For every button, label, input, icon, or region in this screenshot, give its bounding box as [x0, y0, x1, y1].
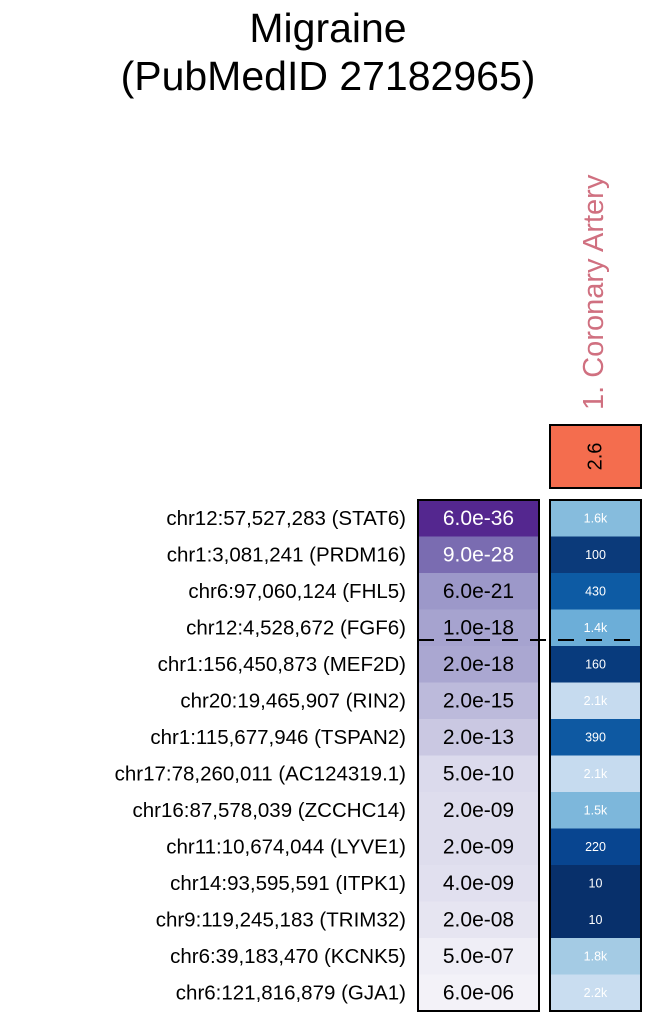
tissue-cell-label: 2.1k: [584, 694, 608, 708]
row-label: chr16:87,578,039 (ZCCHC14): [133, 799, 406, 822]
tissue-cell-label: 1.5k: [584, 803, 608, 817]
pvalue-label: 5.0e-10: [443, 762, 514, 785]
row-label: chr12:4,528,672 (FGF6): [186, 616, 406, 639]
pvalue-cell: [418, 682, 539, 719]
tissue-cell-label: 390: [585, 730, 606, 744]
tissue-cell: [550, 682, 641, 719]
tissue-cell: [550, 646, 641, 683]
pvalue-cell: [418, 792, 539, 829]
pvalue-label: 9.0e-28: [443, 543, 514, 566]
title-line-1: Migraine: [249, 5, 407, 51]
column-header-box: [549, 424, 642, 489]
tissue-cell-label: 430: [585, 584, 606, 598]
pvalue-cell: [418, 719, 539, 756]
row-label: chr17:78,260,011 (AC124319.1): [115, 762, 406, 785]
pvalue-label: 2.0e-13: [443, 726, 514, 749]
column-header-value: 2.6: [585, 443, 607, 471]
pvalue-cell: [418, 500, 539, 537]
pvalue-label: 5.0e-07: [443, 945, 514, 968]
pvalue-label: 2.0e-15: [443, 689, 514, 712]
pvalue-label: 6.0e-06: [443, 981, 514, 1004]
pvalue-label: 2.0e-09: [443, 835, 514, 858]
row-label: chr1:3,081,241 (PRDM16): [167, 543, 406, 566]
row-label: chr9:119,245,183 (TRIM32): [156, 908, 406, 931]
tissue-cell: [550, 865, 641, 902]
row-label: chr12:57,527,283 (STAT6): [166, 507, 406, 530]
row-label: chr20:19,465,907 (RIN2): [180, 689, 406, 712]
pvalue-cell: [418, 828, 539, 865]
row-label: chr1:115,677,946 (TSPAN2): [150, 726, 406, 749]
pvalue-label: 1.0e-18: [443, 616, 514, 639]
column-label: 1. Coronary Artery: [578, 174, 610, 410]
tissue-cell: [550, 719, 641, 756]
tissue-cell-label: 10: [589, 913, 603, 927]
tissue-cell-label: 10: [589, 876, 603, 890]
pvalue-cell: [418, 536, 539, 573]
pvalue-label: 4.0e-09: [443, 872, 514, 895]
tissue-cell: [550, 536, 641, 573]
tissue-column-border: [549, 499, 642, 1012]
pvalue-label: 2.0e-09: [443, 799, 514, 822]
row-label: chr6:39,183,470 (KCNK5): [170, 945, 406, 968]
tissue-cell: [550, 828, 641, 865]
tissue-cell: [550, 755, 641, 792]
tissue-cell-label: 2.1k: [584, 767, 608, 781]
pvalue-label: 2.0e-08: [443, 908, 514, 931]
tissue-cell-label: 1.4k: [584, 621, 608, 635]
pvalue-cell: [418, 573, 539, 610]
tissue-cell: [550, 974, 641, 1011]
tissue-cell-label: 160: [585, 657, 606, 671]
row-label: chr11:10,674,044 (LYVE1): [166, 835, 406, 858]
tissue-cell: [550, 500, 641, 537]
pvalue-cell: [418, 865, 539, 902]
pvalue-label: 2.0e-18: [443, 653, 514, 676]
tissue-cell: [550, 573, 641, 610]
tissue-cell: [550, 901, 641, 938]
tissue-cell-label: 1.6k: [584, 511, 608, 525]
pvalue-cell: [418, 646, 539, 683]
pvalue-cell: [418, 974, 539, 1011]
pvalue-label: 6.0e-21: [443, 580, 514, 603]
pvalue-label: 6.0e-36: [443, 507, 514, 530]
row-label: chr6:121,816,879 (GJA1): [176, 981, 406, 1004]
row-label: chr1:156,450,873 (MEF2D): [158, 653, 406, 676]
tissue-cell-label: 100: [585, 548, 606, 562]
tissue-cell: [550, 792, 641, 829]
pvalue-column-border: [417, 499, 540, 1012]
tissue-cell-label: 220: [585, 840, 606, 854]
row-label: chr14:93,595,591 (ITPK1): [170, 872, 406, 895]
pvalue-cell: [418, 938, 539, 975]
chart-title: Migraine (PubMedID 27182965): [0, 4, 656, 100]
row-label: chr6:97,060,124 (FHL5): [188, 580, 406, 603]
title-line-2: (PubMedID 27182965): [120, 53, 536, 99]
tissue-cell-label: 2.2k: [584, 986, 608, 1000]
tissue-cell: [550, 938, 641, 975]
tissue-cell-label: 1.8k: [584, 949, 608, 963]
pvalue-cell: [418, 755, 539, 792]
pvalue-cell: [418, 901, 539, 938]
